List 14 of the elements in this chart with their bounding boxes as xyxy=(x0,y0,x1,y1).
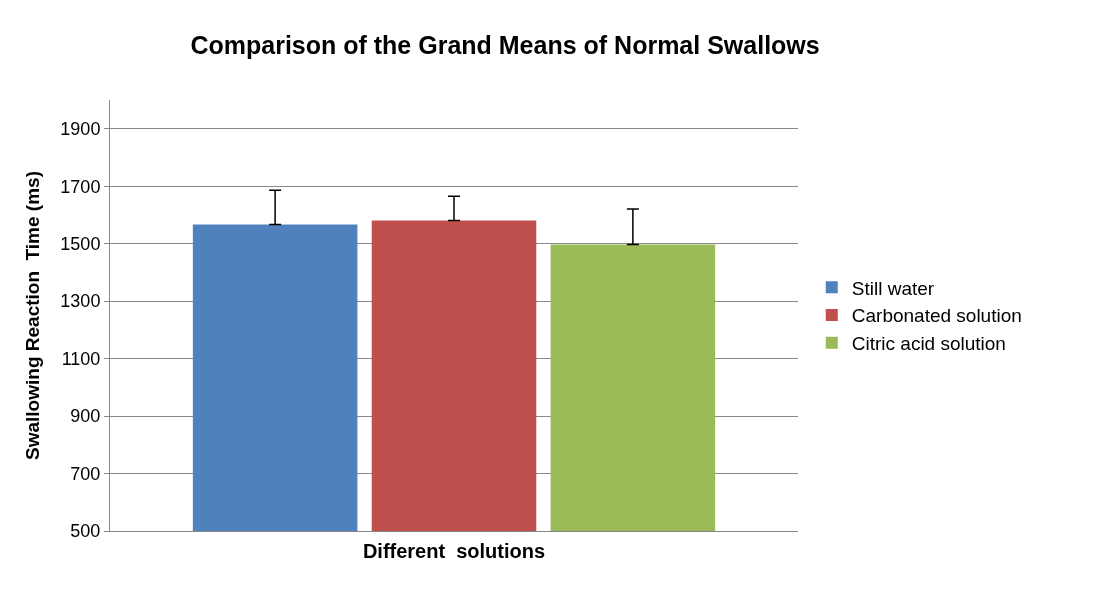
y-tick-label: 1500 xyxy=(60,233,101,254)
y-tick-label: 1900 xyxy=(60,119,101,140)
y-tick-label: 1700 xyxy=(60,176,101,197)
y-tick-label: 900 xyxy=(70,406,101,427)
y-tick-label: 500 xyxy=(70,521,101,542)
y-axis-title: Swallowing Reaction Time (ms) xyxy=(22,171,44,460)
legend-label: Still water xyxy=(851,277,935,299)
legend-label: Carbonated solution xyxy=(851,305,1022,327)
x-axis-title: Different solutions xyxy=(362,539,546,562)
y-tick-label: 700 xyxy=(70,463,101,484)
legend-label: Citric acid solution xyxy=(851,333,1006,355)
chart-title: Comparison of the Grand Means of Normal Swallows xyxy=(190,30,820,59)
y-tick-label: 1100 xyxy=(61,348,101,369)
y-tick-label: 1300 xyxy=(60,291,101,312)
